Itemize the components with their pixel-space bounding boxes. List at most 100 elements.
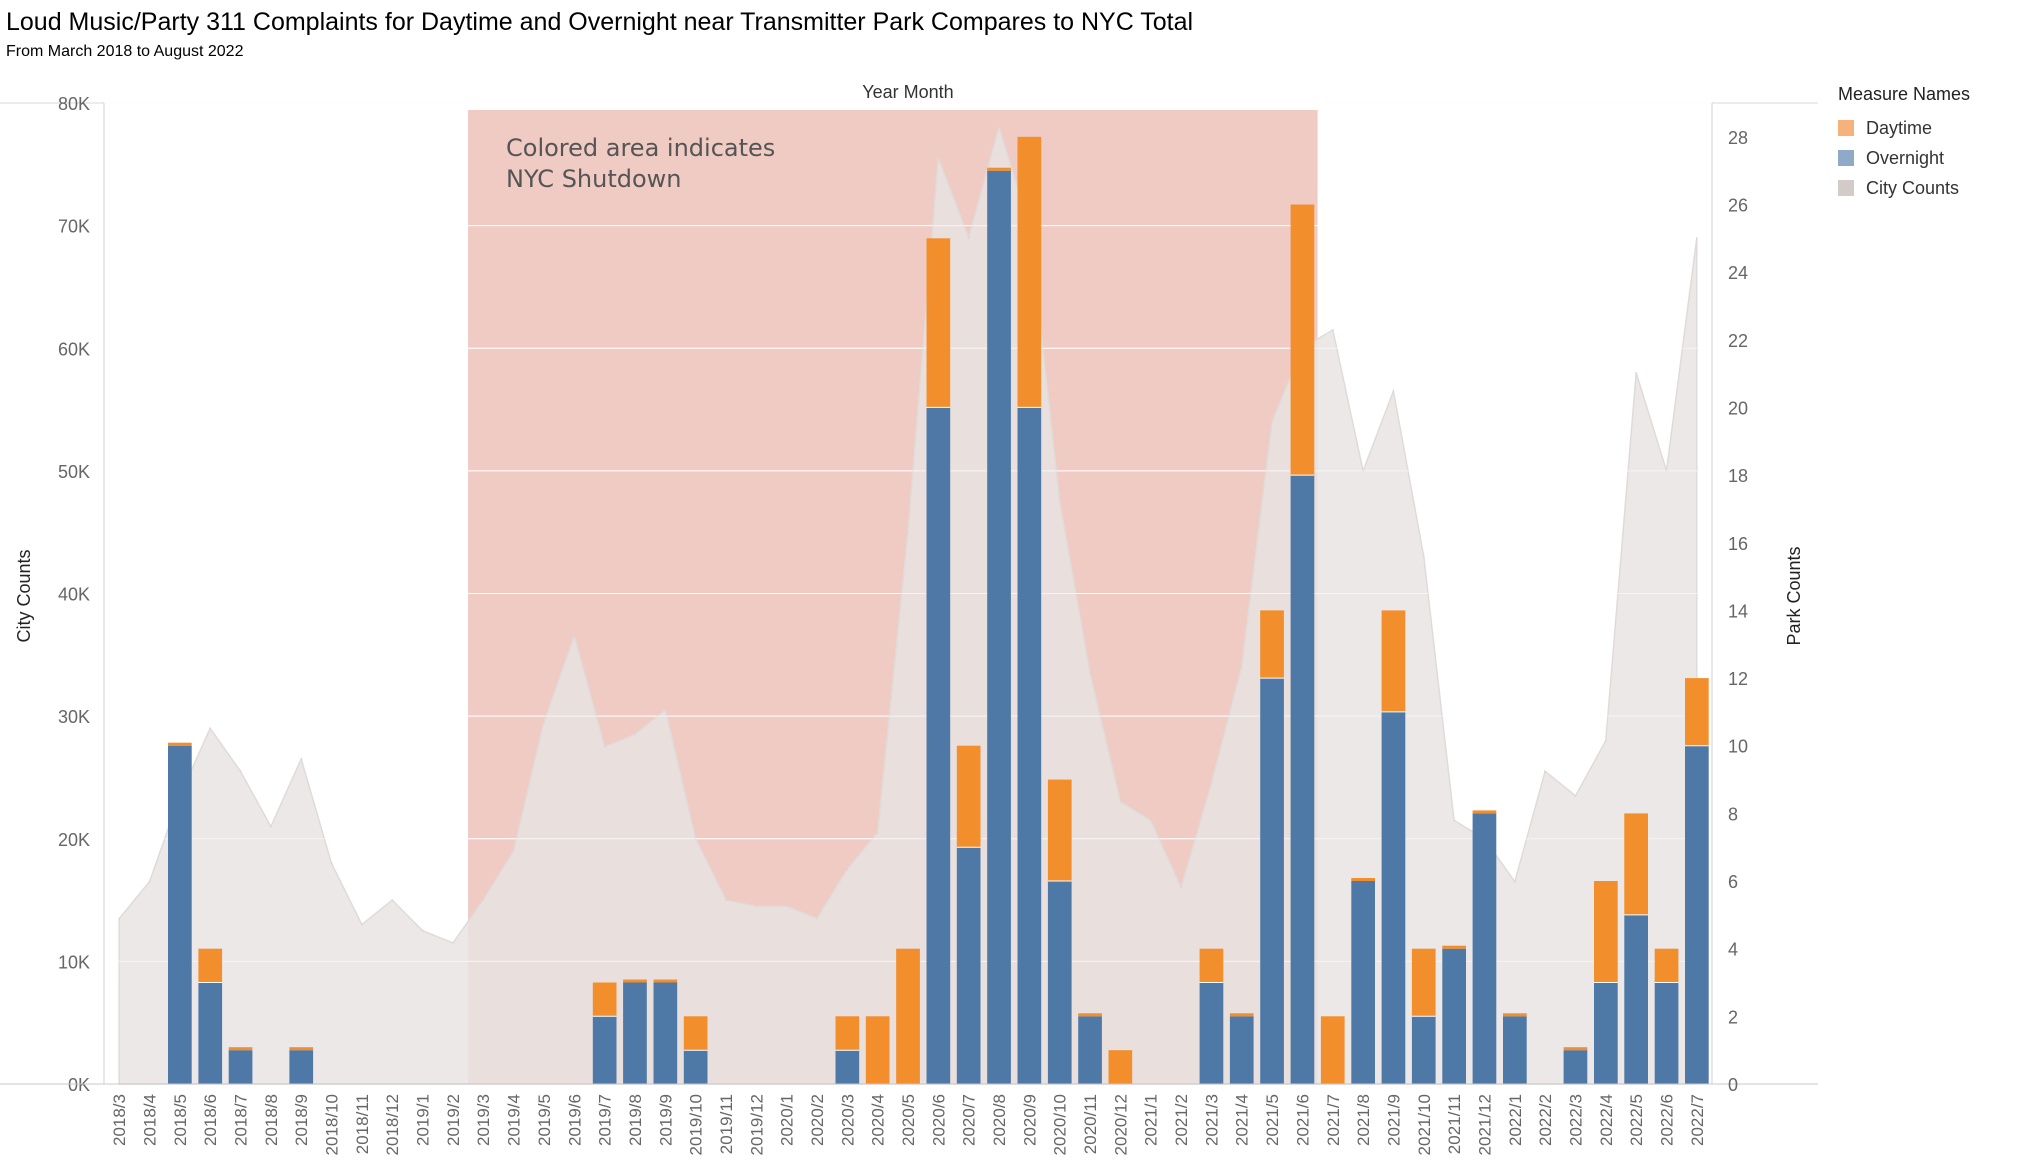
city-counts-point <box>846 868 849 871</box>
city-counts-point <box>118 917 120 920</box>
x-tick-label: 2020/4 <box>869 1094 888 1146</box>
daytime-bar <box>1290 204 1315 476</box>
overnight-bar <box>1260 678 1284 1084</box>
right-tick-label: 26 <box>1728 195 1748 215</box>
city-counts-point <box>1271 421 1273 423</box>
overnight-bar <box>1594 982 1618 1084</box>
overnight-bar <box>289 1050 314 1084</box>
overnight-bar <box>1199 982 1224 1084</box>
right-tick-label: 16 <box>1728 534 1748 554</box>
city-counts-point <box>452 942 454 944</box>
x-tick-label: 2019/6 <box>565 1094 584 1146</box>
daytime-bar <box>198 948 223 983</box>
x-tick-label: 2018/8 <box>262 1094 281 1146</box>
x-tick-label: 2019/11 <box>717 1094 736 1154</box>
daytime-bar <box>956 745 981 848</box>
left-tick-label: 70K <box>58 217 90 237</box>
city-counts-point <box>1058 500 1061 503</box>
x-tick-label: 2021/2 <box>1172 1094 1191 1146</box>
x-tick-label: 2021/3 <box>1202 1094 1221 1146</box>
daytime-bar-sliver <box>1442 945 1466 949</box>
city-counts-point <box>512 850 515 852</box>
city-counts-point <box>1574 795 1577 797</box>
right-tick-label: 12 <box>1728 669 1748 689</box>
daytime-bar <box>835 1016 860 1051</box>
overnight-bar <box>1351 881 1375 1084</box>
x-tick-label: 2021/9 <box>1384 1094 1403 1146</box>
x-tick-label: 2018/3 <box>110 1094 129 1146</box>
overnight-bar <box>1654 982 1679 1084</box>
x-tick-label: 2022/5 <box>1627 1094 1646 1146</box>
daytime-bar <box>896 948 920 1084</box>
daytime-bar-sliver <box>987 167 1011 171</box>
x-tick-label: 2019/5 <box>535 1094 554 1146</box>
city-counts-point <box>1423 555 1425 558</box>
daytime-bar-sliver <box>653 979 678 983</box>
daytime-bar <box>592 982 617 1017</box>
daytime-bar <box>1594 881 1618 983</box>
x-tick-label: 2022/3 <box>1567 1094 1586 1146</box>
right-tick-label: 24 <box>1728 263 1748 283</box>
overnight-bar <box>1078 1016 1102 1084</box>
city-counts-point <box>361 923 363 926</box>
city-counts-point <box>1635 372 1637 374</box>
x-tick-label: 2020/2 <box>808 1094 827 1146</box>
x-tick-label: 2020/11 <box>1081 1094 1100 1154</box>
x-tick-label: 2018/6 <box>201 1094 220 1146</box>
daytime-bar <box>1047 779 1072 882</box>
overnight-bar <box>198 982 223 1084</box>
legend: Measure Names Daytime Overnight City Cou… <box>1838 84 1970 203</box>
legend-item-city-counts[interactable]: City Counts <box>1838 173 1970 203</box>
right-tick-label: 8 <box>1728 804 1738 824</box>
right-tick-label: 2 <box>1728 1007 1738 1027</box>
legend-label-overnight: Overnight <box>1866 147 1945 168</box>
city-counts-point <box>1453 819 1455 822</box>
city-counts-point <box>1544 770 1546 773</box>
city-counts-point <box>907 531 909 533</box>
daytime-bar-sliver <box>228 1047 253 1051</box>
top-axis-label: Year Month <box>862 82 953 102</box>
left-tick-label: 50K <box>58 462 90 482</box>
overnight-bar <box>1411 1016 1436 1084</box>
x-tick-label: 2022/1 <box>1506 1094 1525 1146</box>
daytime-bar-sliver <box>1563 1047 1588 1051</box>
x-tick-label: 2018/5 <box>171 1094 190 1146</box>
x-tick-label: 2021/12 <box>1476 1094 1495 1155</box>
legend-item-daytime[interactable]: Daytime <box>1838 113 1970 143</box>
right-tick-label: 0 <box>1728 1075 1738 1095</box>
x-tick-label: 2021/10 <box>1415 1094 1434 1155</box>
daytime-bar-sliver <box>1503 1013 1527 1017</box>
x-tick-label: 2021/8 <box>1354 1094 1373 1146</box>
city-counts-point <box>1392 390 1395 393</box>
city-counts-point <box>1210 782 1213 785</box>
x-tick-label: 2020/7 <box>960 1094 979 1146</box>
legend-item-overnight[interactable]: Overnight <box>1838 143 1970 173</box>
city-counts-point <box>1119 801 1122 803</box>
city-counts-point <box>330 862 333 865</box>
daytime-bar <box>1199 948 1224 983</box>
daytime-bar <box>926 238 951 408</box>
city-counts-point <box>634 733 636 736</box>
overnight-bar <box>926 407 951 1084</box>
x-tick-label: 2020/6 <box>929 1094 948 1146</box>
x-tick-label: 2018/12 <box>383 1094 402 1155</box>
overnight-bar <box>1442 948 1466 1084</box>
x-tick-label: 2020/10 <box>1051 1094 1070 1155</box>
x-tick-label: 2019/10 <box>687 1094 706 1155</box>
overnight-bar <box>1381 711 1406 1084</box>
overnight-bar <box>168 745 192 1084</box>
city-counts-point <box>270 825 272 828</box>
right-tick-label: 14 <box>1728 601 1748 621</box>
overnight-bar <box>835 1050 860 1084</box>
legend-title: Measure Names <box>1838 84 1971 104</box>
x-tick-label: 2018/9 <box>292 1094 311 1146</box>
city-counts-point <box>1696 237 1698 239</box>
city-counts-point <box>816 917 818 920</box>
daytime-bar-sliver <box>1472 810 1497 814</box>
right-tick-label: 20 <box>1728 398 1748 418</box>
x-tick-label: 2020/5 <box>899 1094 918 1146</box>
left-tick-label: 40K <box>58 585 90 605</box>
x-tick-label: 2021/4 <box>1233 1094 1252 1146</box>
overnight-bar <box>1047 881 1072 1084</box>
right-tick-label: 18 <box>1728 466 1748 486</box>
